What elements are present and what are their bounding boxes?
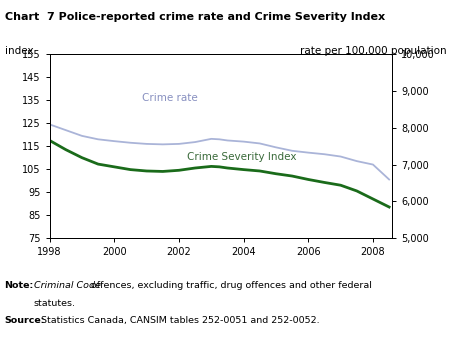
Text: Crime Severity Index: Crime Severity Index <box>187 152 296 162</box>
Text: Chart  7 Police-reported crime rate and Crime Severity Index: Chart 7 Police-reported crime rate and C… <box>5 12 385 22</box>
Text: statutes.: statutes. <box>34 299 76 308</box>
Text: Crime rate: Crime rate <box>142 94 198 103</box>
Text: Criminal Code: Criminal Code <box>34 280 101 289</box>
Text: rate per 100,000 population: rate per 100,000 population <box>300 46 446 56</box>
Text: offences, excluding traffic, drug offences and other federal: offences, excluding traffic, drug offenc… <box>88 280 372 289</box>
Text: Statistics Canada, CANSIM tables 252-0051 and 252-0052.: Statistics Canada, CANSIM tables 252-005… <box>38 316 320 325</box>
Text: index: index <box>5 46 33 56</box>
Text: Note:: Note: <box>5 280 34 289</box>
Text: Source:: Source: <box>5 316 45 325</box>
